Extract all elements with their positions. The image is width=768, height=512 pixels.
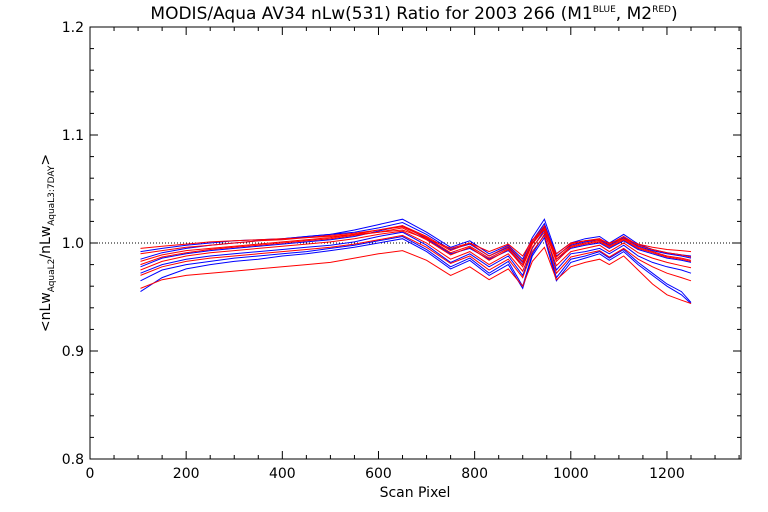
chart-title: MODIS/Aqua AV34 nLw(531) Ratio for 2003 … <box>150 4 677 24</box>
series-line-13 <box>140 226 692 266</box>
x-tick-label: 600 <box>365 466 392 482</box>
tick-label-layer: 0 200 400 600 800 1000 1200 0.8 0.9 1.0 1.1 1.2 <box>62 20 685 482</box>
y-axis-label-post: > <box>38 154 54 166</box>
x-tick-label: 0 <box>86 466 95 482</box>
series-line-10 <box>140 246 692 304</box>
series-line-6 <box>140 236 692 304</box>
y-axis-label-mid: /nLw <box>38 226 54 259</box>
series-line-12 <box>140 234 692 282</box>
y-tick-label: 0.9 <box>62 344 84 360</box>
series-line-1 <box>140 225 692 268</box>
chart-title-sup-red: RED <box>652 5 671 15</box>
chart-title-mid: , M2 <box>616 4 652 24</box>
y-tick-label: 1.1 <box>62 128 84 144</box>
chart-title-sup-blue: BLUE <box>593 5 616 15</box>
series-line-7 <box>140 227 692 268</box>
y-axis-label-pre: <nLw <box>38 292 54 332</box>
x-tick-label: 1200 <box>649 466 685 482</box>
y-tick-label: 1.2 <box>62 20 84 36</box>
series-line-9 <box>140 230 692 273</box>
series-line-4 <box>140 233 692 303</box>
x-tick-label: 200 <box>173 466 200 482</box>
y-axis-label: <nLwAquaL2/nLwAquaL3:7DAY> <box>38 154 57 332</box>
x-tick-label: 1000 <box>553 466 589 482</box>
y-axis-label-sub2: AquaL3:7DAY <box>47 165 57 226</box>
y-tick-label: 0.8 <box>62 452 84 468</box>
series-line-8 <box>140 224 692 263</box>
y-tick-label: 1.0 <box>62 236 84 252</box>
y-axis-label-sub1: AquaL2 <box>47 259 57 293</box>
series-layer <box>140 218 692 304</box>
chart-title-suffix: ) <box>671 4 678 24</box>
chart-title-prefix: MODIS/Aqua AV34 nLw(531) Ratio for 2003 … <box>150 4 592 24</box>
x-tick-label: 800 <box>461 466 488 482</box>
series-line-3 <box>140 228 692 277</box>
x-tick-label: 400 <box>269 466 296 482</box>
x-axis-label: Scan Pixel <box>380 485 451 501</box>
tick-layer <box>89 26 741 460</box>
